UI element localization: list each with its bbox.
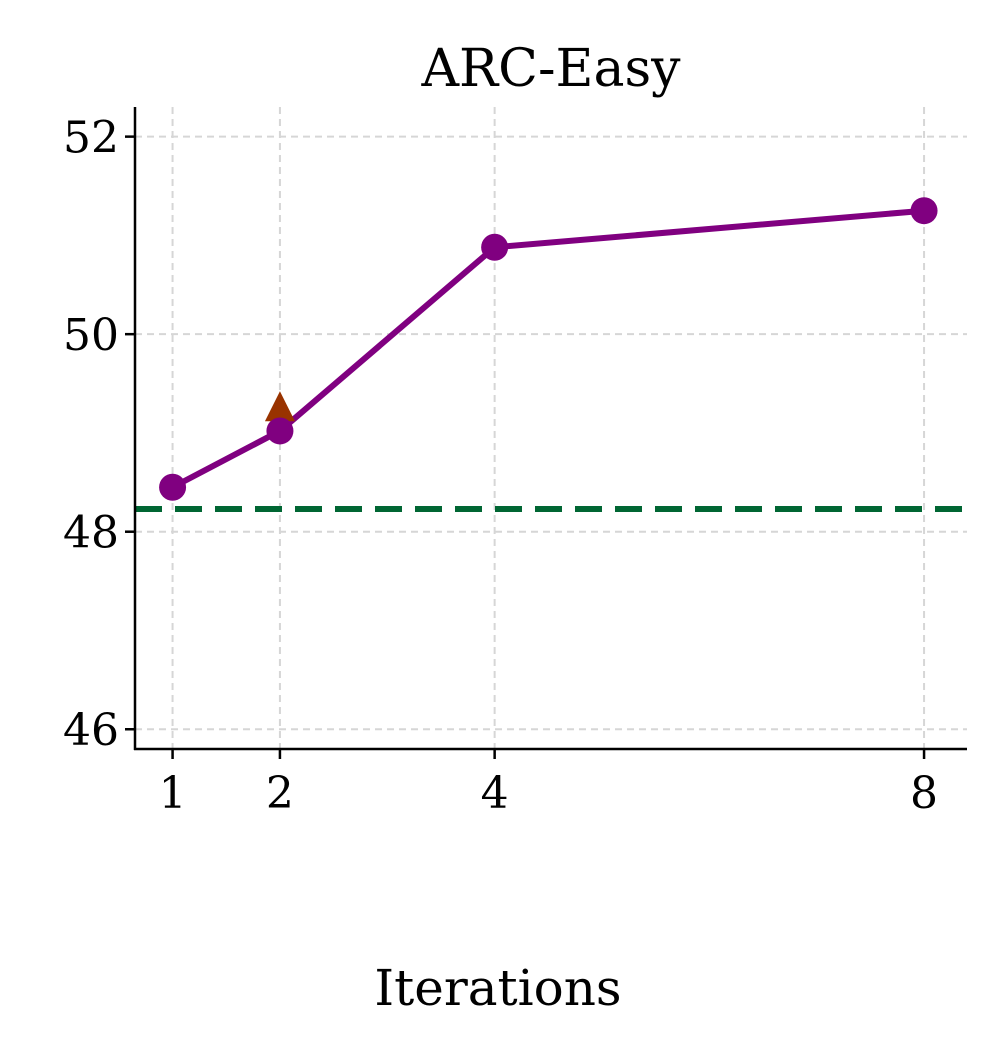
triangle-marker	[264, 391, 295, 422]
data-point	[481, 233, 509, 261]
y-tick-label: 50	[63, 310, 119, 361]
chart-title: ARC-Easy	[420, 39, 681, 99]
x-axis-label: Iterations	[374, 959, 621, 1017]
data-point	[159, 473, 187, 501]
grid-layer	[135, 107, 967, 749]
series-line	[171, 207, 925, 490]
x-tick-label: 1	[159, 768, 187, 819]
axes-layer	[125, 107, 967, 759]
x-tick-label: 4	[481, 768, 509, 819]
x-tick-label: 2	[266, 768, 294, 819]
series-layer	[159, 197, 938, 501]
y-tick-label: 52	[63, 113, 119, 164]
y-tick-label: 46	[63, 705, 119, 756]
data-point	[266, 417, 294, 445]
x-tick-label: 8	[910, 768, 938, 819]
data-point	[910, 197, 938, 225]
y-tick-label: 48	[63, 508, 119, 559]
